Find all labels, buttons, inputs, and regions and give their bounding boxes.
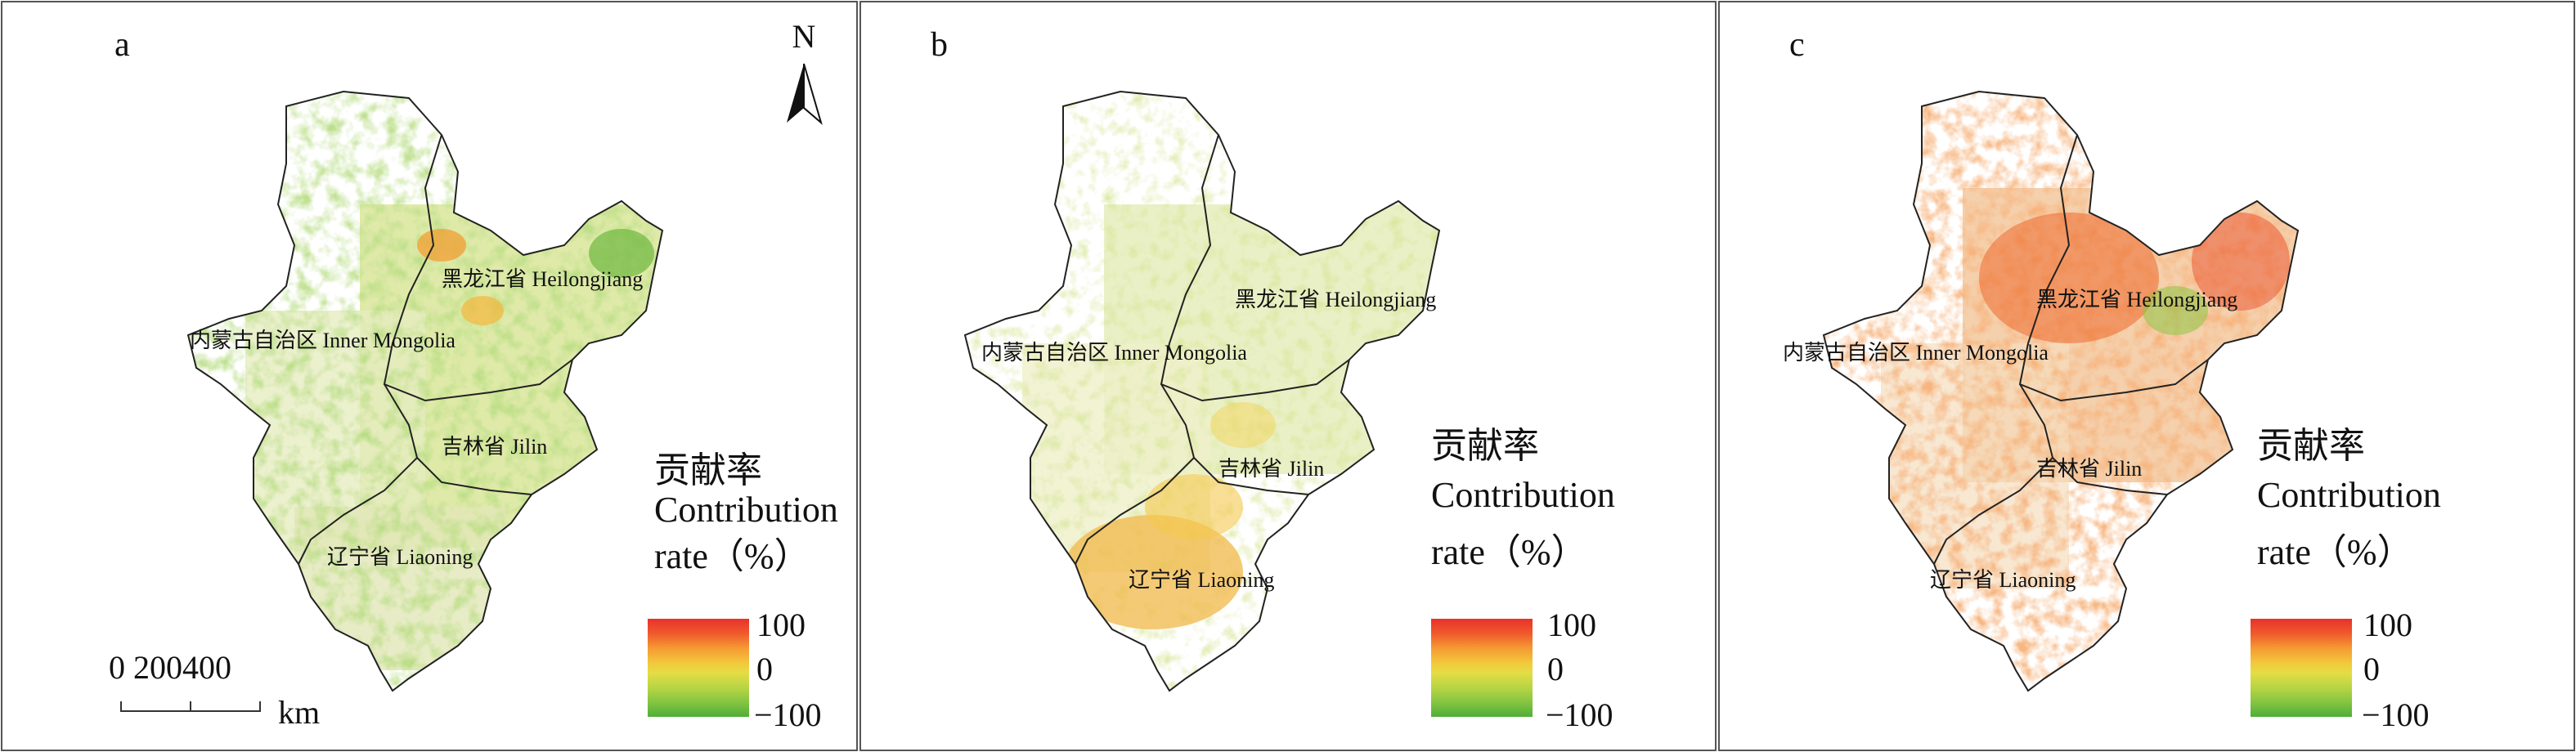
legend-title-en2-a: rate（%）	[654, 536, 810, 576]
province-boundaries-a	[186, 90, 664, 692]
label-heilongjiang-b: 黑龙江省 Heilongjiang	[1235, 288, 1436, 311]
legend-mid-b: 0	[1547, 651, 1564, 687]
label-liaoning-c: 辽宁省 Liaoning	[1930, 568, 2076, 592]
label-heilongjiang-c: 黑龙江省 Heilongjiang	[2036, 288, 2237, 311]
map-panel-b: b 黑龙江省 Heilongjiang 内蒙古自治区 Inner Mongoli…	[859, 0, 1717, 752]
panel-a-label: a	[114, 26, 130, 64]
province-boundaries-b	[963, 90, 1441, 692]
map-panel-c-svg: c 黑龙江省 Heilongjiang 内蒙古自治区 Inner Mongoli…	[1718, 1, 2575, 751]
label-liaoning-a: 辽宁省 Liaoning	[327, 545, 473, 569]
label-inner-mongolia-b: 内蒙古自治区 Inner Mongolia	[981, 341, 1247, 365]
legend-a: 贡献率 Contribution rate（%） 100 0 −100	[648, 450, 838, 733]
map-panel-c: c 黑龙江省 Heilongjiang 内蒙古自治区 Inner Mongoli…	[1717, 0, 2576, 752]
panel-c-label: c	[1789, 26, 1805, 64]
legend-title-en1-b: Contribution	[1431, 475, 1615, 515]
map-panel-b-svg: b 黑龙江省 Heilongjiang 内蒙古自治区 Inner Mongoli…	[859, 1, 1717, 751]
legend-title-en1-c: Contribution	[2257, 475, 2441, 515]
legend-c: 贡献率 Contribution rate（%） 100 0 −100	[2251, 426, 2441, 733]
label-liaoning-b: 辽宁省 Liaoning	[1129, 568, 1274, 592]
legend-title-en2-b: rate（%）	[1431, 532, 1587, 572]
legend-ramp-a	[648, 619, 749, 717]
legend-title-cn-c: 贡献率	[2257, 426, 2365, 466]
legend-min-a: −100	[754, 696, 822, 733]
legend-max-c: 100	[2363, 607, 2412, 643]
province-boundaries-c	[1822, 90, 2300, 692]
legend-min-c: −100	[2362, 696, 2430, 733]
label-jilin-b: 吉林省 Jilin	[1218, 457, 1324, 481]
scale-bar-unit: km	[278, 694, 320, 731]
svg-text:N: N	[792, 18, 816, 55]
legend-ramp-c	[2251, 619, 2352, 717]
map-panel-a: a 黑龙江省 Heilongjiang 内蒙古自治区 Inner Mongoli…	[0, 0, 859, 752]
label-jilin-c: 吉林省 Jilin	[2036, 457, 2142, 481]
legend-ramp-b	[1431, 619, 1533, 717]
label-inner-mongolia-a: 内蒙古自治区 Inner Mongolia	[190, 329, 456, 352]
legend-mid-c: 0	[2363, 651, 2380, 687]
label-inner-mongolia-c: 内蒙古自治区 Inner Mongolia	[1783, 341, 2049, 365]
legend-title-cn-a: 贡献率	[654, 450, 762, 490]
legend-mid-a: 0	[756, 651, 773, 687]
legend-title-en1-a: Contribution	[654, 490, 838, 530]
legend-min-b: −100	[1546, 696, 1613, 733]
scale-bar-icon: 0 200400 km	[109, 649, 320, 731]
scale-bar-ticks: 0 200400	[109, 649, 231, 686]
label-jilin-a: 吉林省 Jilin	[442, 435, 547, 459]
legend-max-a: 100	[756, 607, 806, 643]
legend-b: 贡献率 Contribution rate（%） 100 0 −100	[1431, 426, 1615, 733]
label-heilongjiang-a: 黑龙江省 Heilongjiang	[442, 267, 643, 291]
legend-title-cn-b: 贡献率	[1431, 426, 1539, 466]
panel-b-label: b	[931, 26, 948, 64]
map-panel-a-svg: a 黑龙江省 Heilongjiang 内蒙古自治区 Inner Mongoli…	[1, 1, 858, 751]
legend-max-b: 100	[1547, 607, 1596, 643]
legend-title-en2-c: rate（%）	[2257, 532, 2413, 572]
north-arrow-icon: N	[787, 18, 823, 125]
